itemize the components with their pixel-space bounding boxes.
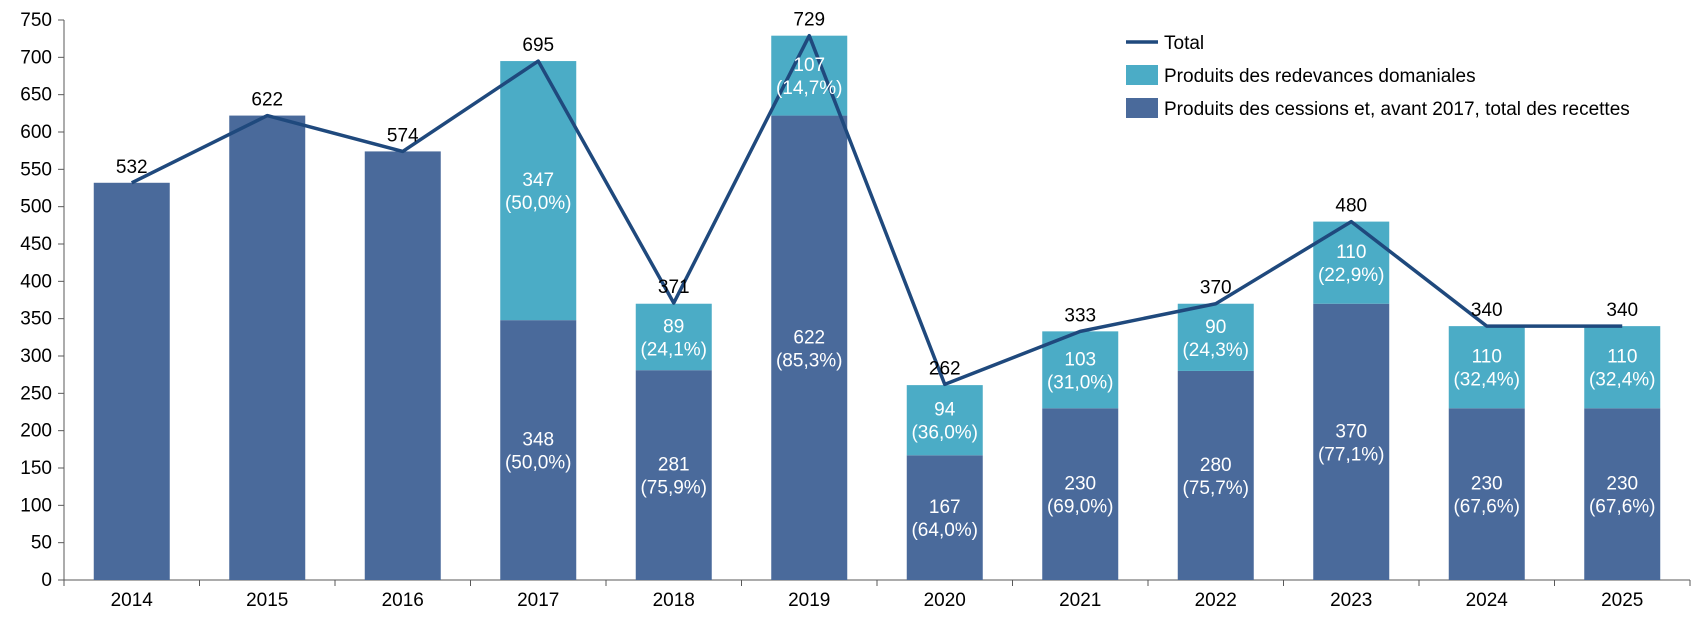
total-value-label: 370 [1200, 278, 1232, 299]
x-tick-label: 2017 [517, 590, 559, 611]
y-tick-label: 0 [41, 570, 52, 591]
y-tick-label: 400 [20, 271, 52, 292]
segment-value-label: 110 (32,4%) [1589, 347, 1656, 391]
x-tick-label: 2015 [246, 590, 288, 611]
data-labels: 348 (50,0%) 347 (50,0%) 281 (75,9%) 89 (24,1%) 6… [116, 10, 1656, 541]
x-tick-label: 2016 [382, 590, 424, 611]
x-tick-label: 2025 [1601, 590, 1643, 611]
total-value-label: 480 [1335, 196, 1367, 217]
legend-label: Produits des cessions et, avant 2017, to… [1164, 99, 1630, 120]
segment-value-label: 107 (14,7%) [776, 55, 843, 99]
segment-value-label: 370 (77,1%) [1318, 421, 1385, 465]
legend-swatch [1126, 98, 1158, 118]
bar-segment [1448, 408, 1525, 580]
bar-segment [364, 151, 441, 580]
total-value-label: 340 [1606, 300, 1638, 321]
segment-value-label: 281 (75,9%) [640, 455, 707, 499]
total-value-label: 695 [522, 35, 554, 56]
bar-segment [229, 115, 306, 580]
total-value-label: 262 [929, 358, 961, 379]
total-value-label: 340 [1471, 300, 1503, 321]
x-tick-label: 2014 [111, 590, 154, 611]
total-line-layer [130, 33, 1623, 387]
legend: Total Produits des redevances domaniales P… [1126, 33, 1630, 120]
total-value-label: 729 [793, 10, 825, 31]
segment-value-label: 110 (22,9%) [1318, 242, 1385, 286]
segment-value-label: 110 (32,4%) [1453, 347, 1520, 391]
y-tick-label: 200 [20, 421, 52, 442]
x-tick-label: 2022 [1195, 590, 1237, 611]
total-value-label: 371 [658, 277, 690, 298]
legend-label: Produits des redevances domaniales [1164, 66, 1476, 87]
bar-segment [1584, 408, 1661, 580]
bar-segment [635, 370, 712, 580]
segment-value-label: 347 (50,0%) [505, 170, 572, 214]
y-tick-label: 550 [20, 159, 52, 180]
y-tick-label: 450 [20, 234, 52, 255]
bar-segment [1042, 331, 1119, 409]
bar-segment [635, 303, 712, 371]
segment-value-label: 94 (36,0%) [911, 400, 978, 444]
segment-value-label: 348 (50,0%) [505, 430, 572, 474]
legend-label: Total [1164, 33, 1204, 54]
legend-swatch [1126, 65, 1158, 85]
y-tick-label: 350 [20, 309, 52, 330]
segment-value-label: 230 (69,0%) [1047, 474, 1114, 518]
y-tick-label: 300 [20, 346, 52, 367]
total-value-label: 622 [251, 90, 283, 111]
bar-segment [1177, 370, 1254, 580]
bar-segment [93, 182, 170, 581]
y-tick-label: 150 [20, 458, 52, 479]
y-tick-label: 50 [31, 533, 52, 554]
y-tick-label: 650 [20, 85, 52, 106]
segment-value-label: 230 (67,6%) [1589, 474, 1656, 518]
x-tick-label: 2021 [1059, 590, 1101, 611]
bar-segment [1448, 326, 1525, 409]
total-line [130, 33, 1623, 387]
axes: 0 50 100 150 200 250 300 350 400 450 500 550 600 650 7… [20, 10, 1691, 611]
bar-segment [1584, 326, 1661, 409]
bar-segment [500, 320, 577, 580]
x-tick-label: 2024 [1466, 590, 1509, 611]
x-tick-label: 2019 [788, 590, 830, 611]
x-tick-label: 2018 [653, 590, 695, 611]
bar-segment [906, 455, 983, 580]
x-tick-label: 2023 [1330, 590, 1372, 611]
total-value-label: 574 [387, 125, 419, 146]
y-tick-label: 250 [20, 383, 52, 404]
total-value-label: 333 [1064, 305, 1096, 326]
segment-value-label: 89 (24,1%) [640, 316, 707, 360]
bar-segment [1042, 408, 1119, 580]
bar-segment [1177, 303, 1254, 371]
bar-segment [1313, 303, 1390, 580]
y-tick-label: 750 [20, 10, 52, 31]
bar-segment [771, 115, 848, 580]
x-tick-label: 2020 [924, 590, 966, 611]
segment-value-label: 230 (67,6%) [1453, 474, 1520, 518]
segment-value-label: 90 (24,3%) [1182, 317, 1249, 361]
y-tick-label: 100 [20, 495, 52, 516]
segment-value-label: 280 (75,7%) [1182, 455, 1249, 499]
bar-segment [906, 385, 983, 456]
segment-value-label: 622 (85,3%) [776, 327, 843, 371]
total-value-label: 532 [116, 157, 148, 178]
y-tick-label: 700 [20, 47, 52, 68]
segment-value-label: 103 (31,0%) [1047, 349, 1114, 393]
segment-value-label: 167 (64,0%) [911, 497, 978, 541]
y-tick-label: 500 [20, 197, 52, 218]
y-tick-label: 600 [20, 122, 52, 143]
